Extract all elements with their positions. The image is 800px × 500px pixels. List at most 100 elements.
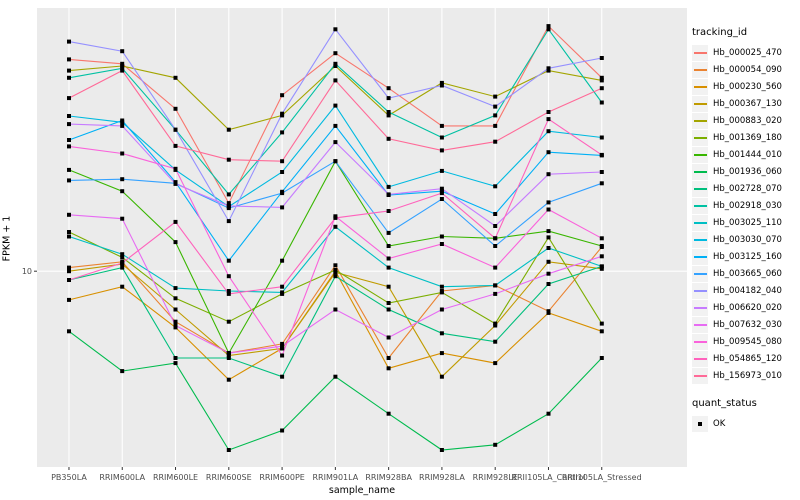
legend-key xyxy=(692,146,708,163)
data-point-Hb_002728_070 xyxy=(280,374,285,379)
data-point-Hb_001936_060 xyxy=(226,448,231,452)
legend-color-line-icon xyxy=(693,255,707,258)
data-point-Hb_000230_560 xyxy=(226,377,231,382)
legend-color-line-icon xyxy=(693,238,707,241)
x-tick-label: RRIM600SE xyxy=(206,473,252,482)
legend-label: Hb_003665_060 xyxy=(713,268,782,279)
data-point-Hb_001444_010 xyxy=(173,240,178,245)
legend-item: Hb_002728_070 xyxy=(692,180,798,197)
data-point-Hb_000025_470 xyxy=(599,75,604,80)
data-point-Hb_001936_060 xyxy=(67,329,71,334)
x-tick-label: RRIM600PE xyxy=(259,473,305,482)
legend-key xyxy=(692,95,708,112)
data-point-Hb_003025_110 xyxy=(493,283,498,288)
data-point-Hb_000025_470 xyxy=(333,51,338,56)
legend-label: Hb_003125_160 xyxy=(713,251,782,262)
data-point-Hb_000230_560 xyxy=(546,310,551,315)
data-point-Hb_003030_070 xyxy=(386,184,391,189)
legend-color-line-icon xyxy=(693,306,707,309)
legend-title-quant-status: quant_status xyxy=(692,398,757,409)
x-tick-label: RRIM928LA xyxy=(419,473,465,482)
data-point-Hb_004182_040 xyxy=(439,83,444,88)
data-point-Hb_003030_070 xyxy=(599,135,604,140)
data-point-Hb_156973_010 xyxy=(599,86,604,91)
data-point-Hb_006620_020 xyxy=(599,170,604,174)
legend-label: Hb_001936_060 xyxy=(713,166,782,177)
data-point-Hb_001936_060 xyxy=(599,356,604,360)
legend-key xyxy=(692,214,708,231)
data-point-Hb_000054_090 xyxy=(67,265,71,270)
legend-color-line-icon xyxy=(693,170,707,173)
data-point-Hb_003125_160 xyxy=(120,118,125,123)
data-point-Hb_003030_070 xyxy=(493,184,498,189)
x-axis-title: sample_name xyxy=(328,485,396,496)
data-point-Hb_001444_010 xyxy=(439,234,444,239)
data-point-Hb_004182_040 xyxy=(493,104,498,109)
data-point-Hb_003665_060 xyxy=(333,159,338,164)
data-point-Hb_000883_020 xyxy=(546,68,551,73)
data-point-Hb_000883_020 xyxy=(333,64,338,68)
legend-color-line-icon xyxy=(693,374,707,377)
legend-label: Hb_000367_130 xyxy=(713,98,782,109)
data-point-Hb_001444_010 xyxy=(386,244,391,248)
legend-key xyxy=(692,299,708,316)
legend-key xyxy=(692,282,708,299)
data-point-Hb_000367_130 xyxy=(439,374,444,379)
data-point-Hb_000367_130 xyxy=(280,346,285,351)
legend-label: Hb_007632_030 xyxy=(713,319,782,330)
data-point-Hb_003665_060 xyxy=(120,177,125,182)
data-point-Hb_001369_180 xyxy=(599,321,604,326)
legend-color-line-icon xyxy=(693,136,707,139)
legend-label: Hb_000025_470 xyxy=(713,47,782,58)
data-point-Hb_001369_180 xyxy=(439,290,444,295)
data-point-Hb_156973_010 xyxy=(120,68,125,73)
legend-label: Hb_002918_030 xyxy=(713,200,782,211)
data-point-Hb_003025_110 xyxy=(333,224,338,229)
data-point-Hb_007632_030 xyxy=(439,307,444,312)
data-point-Hb_000883_020 xyxy=(120,64,125,68)
data-point-Hb_009545_080 xyxy=(546,207,551,212)
legend-title-tracking-id: tracking_id xyxy=(692,27,748,38)
legend-color-line-icon xyxy=(693,85,707,88)
x-tick-label: RRIM600LA xyxy=(99,473,145,482)
data-point-Hb_001936_060 xyxy=(546,411,551,416)
data-point-Hb_003025_110 xyxy=(173,286,178,291)
x-tick-label: RRII105LA_Stressed xyxy=(562,473,642,482)
data-point-Hb_156973_010 xyxy=(280,159,285,164)
legend-label: Hb_054865_120 xyxy=(713,353,782,364)
data-point-Hb_000367_130 xyxy=(546,259,551,264)
data-point-Hb_003665_060 xyxy=(226,206,231,211)
data-point-Hb_001369_180 xyxy=(67,230,71,234)
y-tick-label: 10 xyxy=(22,267,32,276)
x-tick-label: PB350LA xyxy=(51,473,87,482)
data-point-Hb_001936_060 xyxy=(493,442,498,447)
legend-label: Hb_003030_070 xyxy=(713,234,782,245)
legend-key xyxy=(692,78,708,95)
data-point-Hb_002918_030 xyxy=(599,100,604,105)
legend-key xyxy=(692,180,708,197)
data-point-Hb_002918_030 xyxy=(546,27,551,32)
data-point-Hb_000883_020 xyxy=(67,68,71,73)
data-point-Hb_003025_110 xyxy=(120,252,125,257)
data-point-Hb_003030_070 xyxy=(333,103,338,108)
legend-key xyxy=(692,316,708,333)
legend-label: Hb_000883_020 xyxy=(713,115,782,126)
legend-label: Hb_000230_560 xyxy=(713,81,782,92)
data-point-Hb_009545_080 xyxy=(120,151,125,156)
legend-key xyxy=(692,265,708,282)
data-point-Hb_000230_560 xyxy=(67,297,71,302)
legend-key xyxy=(692,415,708,432)
data-point-Hb_002918_030 xyxy=(493,113,498,118)
data-point-Hb_002918_030 xyxy=(226,192,231,197)
data-point-Hb_000025_470 xyxy=(120,61,125,66)
data-point-Hb_000025_470 xyxy=(493,123,498,128)
data-point-Hb_000883_020 xyxy=(173,75,178,80)
data-point-Hb_000054_090 xyxy=(280,341,285,346)
legend-item: Hb_000883_020 xyxy=(692,112,798,129)
data-point-Hb_002728_070 xyxy=(439,331,444,336)
legend-item: Hb_000367_130 xyxy=(692,95,798,112)
data-point-Hb_054865_120 xyxy=(226,291,231,296)
data-point-Hb_003125_160 xyxy=(333,123,338,128)
data-point-Hb_001444_010 xyxy=(120,189,125,194)
legend-label: Hb_002728_070 xyxy=(713,183,782,194)
